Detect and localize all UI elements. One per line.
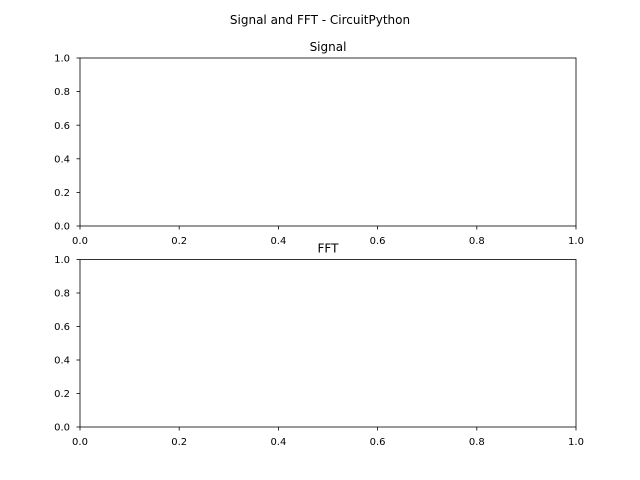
fft-y-tick-label: 0.4 (54, 356, 70, 367)
signal-axes: 0.0 0.2 0.4 0.6 0.8 1.0 0.0 0.2 0.4 0.6 0.8 1.0 Sign… (54, 40, 584, 247)
fft-x-tick-label: 0.6 (370, 437, 386, 448)
fft-y-tick-label: 0.0 (54, 423, 70, 434)
signal-x-tick-label: 0.4 (270, 236, 286, 247)
signal-x-tick-label: 0.2 (171, 236, 187, 247)
signal-axes-title: Signal (310, 40, 347, 54)
fft-axes-title: FFT (318, 242, 340, 256)
fft-x-tick-label: 1.0 (568, 437, 584, 448)
fft-y-tick-label: 0.2 (54, 389, 70, 400)
signal-x-tick-label: 0.8 (469, 236, 485, 247)
fft-x-tick-label: 0.2 (171, 437, 187, 448)
fft-y-tick-label: 0.6 (54, 322, 70, 333)
signal-plot-area (80, 58, 576, 226)
fft-y-tick-label: 0.8 (54, 289, 70, 300)
fft-axes: 0.0 0.2 0.4 0.6 0.8 1.0 0.0 0.2 0.4 0.6 0.8 1.0 FFT (54, 242, 584, 449)
signal-axes-frame (79, 57, 577, 227)
fft-x-tick-label: 0.4 (270, 437, 286, 448)
fft-axes-frame (79, 259, 577, 428)
signal-y-tick-label: 0.4 (54, 154, 70, 165)
signal-x-tick-label: 1.0 (568, 236, 584, 247)
signal-y-tick-label: 0.2 (54, 188, 70, 199)
fft-y-tick-label: 1.0 (54, 255, 70, 266)
signal-x-tick-label: 0.6 (370, 236, 386, 247)
fft-plot-area (80, 259, 576, 427)
signal-y-tick-label: 1.0 (54, 54, 70, 65)
signal-y-tick-label: 0.0 (54, 222, 70, 233)
figure-suptitle: Signal and FFT - CircuitPython (230, 13, 410, 27)
fft-x-tick-label: 0.0 (72, 437, 88, 448)
fft-x-tick-label: 0.8 (469, 437, 485, 448)
signal-y-tick-label: 0.6 (54, 121, 70, 132)
signal-y-tick-label: 0.8 (54, 87, 70, 98)
signal-x-tick-label: 0.0 (72, 236, 88, 247)
